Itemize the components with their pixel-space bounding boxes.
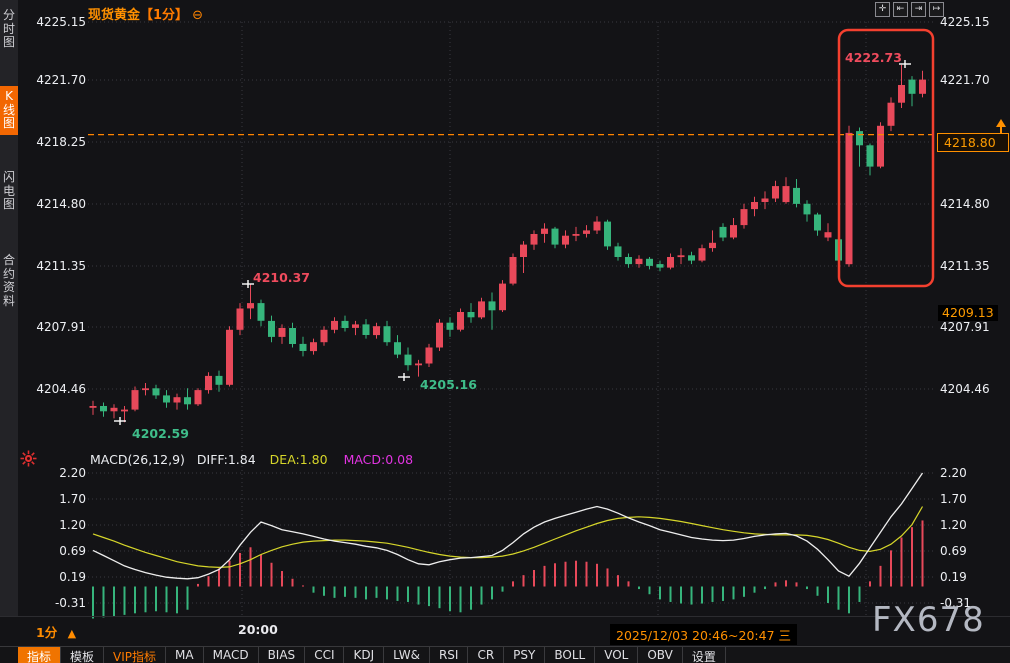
price-axis-label-r-4: 4211.35 <box>940 259 990 273</box>
toolbar-item-0[interactable]: 指标 <box>18 647 62 663</box>
sidebar-item-2[interactable]: 闪电图 <box>2 170 15 211</box>
macd-axis-label-r-0: 2.20 <box>940 466 967 480</box>
price-axis-label-l-2: 4218.25 <box>36 135 86 149</box>
snap-left-icon[interactable]: ⇤ <box>893 2 908 17</box>
snap-right-icon[interactable]: ⇥ <box>911 2 926 17</box>
toolbar-item-15[interactable]: 设置 <box>683 647 726 663</box>
extreme-markers <box>114 60 911 425</box>
toolbar-item-2[interactable]: VIP指标 <box>104 647 167 663</box>
toolbar-item-12[interactable]: BOLL <box>545 647 596 663</box>
price-up-arrow-icon <box>996 119 1006 133</box>
sidebar-item-0[interactable]: 分时图 <box>2 8 15 49</box>
price-axis-label-l-5: 4207.91 <box>36 320 86 334</box>
toolbar-item-11[interactable]: PSY <box>504 647 546 663</box>
price-axis-label-r-1: 4221.70 <box>940 73 990 87</box>
toolbar-item-5[interactable]: BIAS <box>259 647 306 663</box>
price-annotation-3: 4202.59 <box>132 426 189 441</box>
highlight-box <box>837 28 935 288</box>
toolbar-item-9[interactable]: RSI <box>430 647 469 663</box>
price-annotation-0: 4222.73 <box>845 50 902 65</box>
macd-axis-label-r-1: 1.70 <box>940 492 967 506</box>
current-price-badge: 4218.80 <box>937 133 1009 152</box>
toolbar-item-7[interactable]: KDJ <box>344 647 385 663</box>
candles-group[interactable] <box>89 64 927 423</box>
toolbar-item-14[interactable]: OBV <box>638 647 683 663</box>
macd-axis-label-l-5: -0.31 <box>54 596 86 610</box>
price-annotation-1: 4210.37 <box>253 270 310 285</box>
macd-axis-label-l-1: 1.70 <box>59 492 86 506</box>
symbol-name: 现货黄金 <box>88 8 141 23</box>
macd-dea-value: DEA:1.80 <box>269 452 328 467</box>
macd-axis-label-l-0: 2.20 <box>59 466 86 480</box>
macd-axis-label-r-5: -0.31 <box>940 596 972 610</box>
price-axis-label-l-0: 4225.15 <box>36 15 86 29</box>
macd-axis-label-l-3: 0.69 <box>59 544 86 558</box>
price-axis-label-l-1: 4221.70 <box>36 73 86 87</box>
collapse-icon[interactable]: ⊖ <box>192 8 203 23</box>
dea-line <box>92 506 924 569</box>
grid-lines <box>88 21 935 616</box>
toolbar-item-1[interactable]: 模板 <box>61 647 105 663</box>
interval-tag: 【1分】 <box>140 8 189 23</box>
crosshair-icon[interactable]: ✛ <box>875 2 890 17</box>
sidebar-item-1[interactable]: K线图 <box>0 86 18 135</box>
macd-diff-value: DIFF:1.84 <box>196 452 256 467</box>
macd-axis-label-l-2: 1.20 <box>59 518 86 532</box>
diff-line <box>92 472 924 580</box>
macd-header: MACD(26,12,9) DIFF:1.84 DEA:1.80 MACD:0.… <box>90 452 413 467</box>
macd-histogram[interactable] <box>92 520 924 619</box>
macd-axis-label-r-4: 0.19 <box>940 570 967 584</box>
divider <box>0 616 1010 617</box>
price-axis-label-r-6: 4204.46 <box>940 382 990 396</box>
chart-tool-icons: ✛ ⇤ ⇥ ↦ <box>875 2 944 17</box>
price-axis-label-l-6: 4204.46 <box>36 382 86 396</box>
macd-params: MACD(26,12,9) <box>90 452 185 467</box>
price-annotation-2: 4205.16 <box>420 377 477 392</box>
toolbar-item-6[interactable]: CCI <box>305 647 345 663</box>
time-axis-label: 20:00 <box>238 622 278 637</box>
toolbar-item-3[interactable]: MA <box>166 647 204 663</box>
chart-title: 现货黄金【1分】 ⊖ <box>88 4 203 23</box>
indicator-flag-icon[interactable] <box>20 450 37 467</box>
hover-datetime-tooltip: 2025/12/03 20:46~20:47 三 <box>610 624 798 645</box>
price-axis-label-l-4: 4211.35 <box>36 259 86 273</box>
macd-axis-label-r-2: 1.20 <box>940 518 967 532</box>
price-axis-label-l-3: 4214.80 <box>36 197 86 211</box>
sidebar-item-3[interactable]: 合约资料 <box>2 253 15 308</box>
toolbar-item-8[interactable]: LW& <box>384 647 430 663</box>
price-axis-label-r-0: 4225.15 <box>940 15 990 29</box>
price-axis-label-r-3: 4214.80 <box>940 197 990 211</box>
price-axis-label-r-5: 4207.91 <box>940 320 990 334</box>
fx678-watermark: FX678 <box>872 600 985 640</box>
pan-right-icon[interactable]: ↦ <box>929 2 944 17</box>
macd-axis-label-r-3: 0.69 <box>940 544 967 558</box>
indicator-toolbar: 指标 模板 VIP指标 MA MACD BIAS CCI KDJ LW& RSI CR PSY BOLL… <box>0 646 1010 663</box>
macd-macd-value: MACD:0.08 <box>343 452 414 467</box>
toolbar-item-10[interactable]: CR <box>468 647 505 663</box>
toolbar-item-13[interactable]: VOL <box>595 647 639 663</box>
interval-label: 1分 <box>36 625 58 640</box>
left-sidebar: 分时图 K线图闪电图合约资料 <box>0 0 18 617</box>
macd-axis-label-l-4: 0.19 <box>59 570 86 584</box>
interval-selector[interactable]: 1分 ▲ <box>36 622 76 641</box>
toolbar-item-4[interactable]: MACD <box>204 647 259 663</box>
reference-price-label: 4209.13 <box>938 305 998 321</box>
interval-arrow-icon: ▲ <box>67 627 77 640</box>
